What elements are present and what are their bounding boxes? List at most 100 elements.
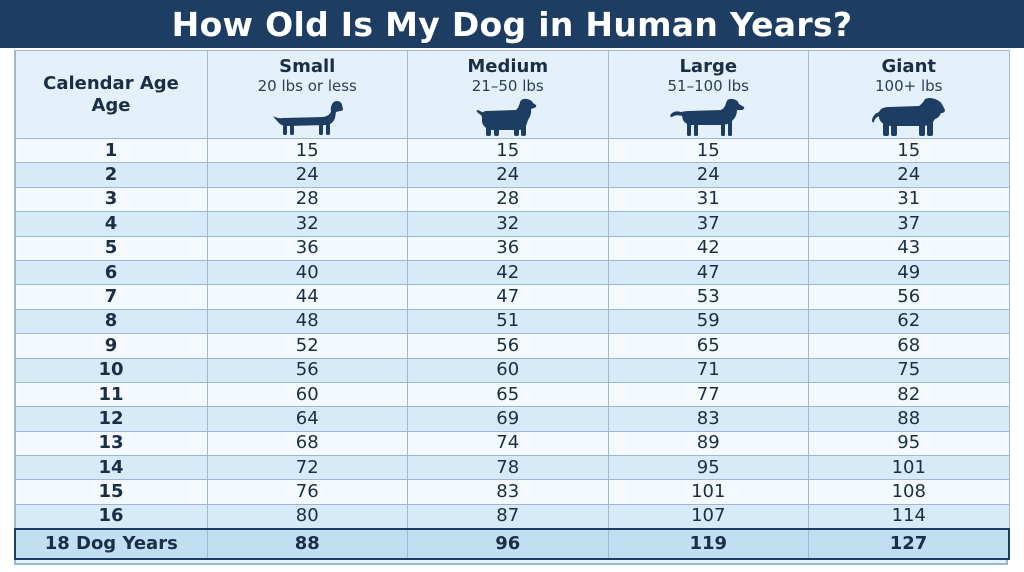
- human-years-small: 44: [206, 284, 408, 310]
- column-header-large: Large 51–100 lbs: [607, 50, 809, 139]
- column-weight-range: 51–100 lbs: [667, 77, 750, 95]
- human-years-medium: 78: [407, 455, 609, 481]
- age-cell: 3: [14, 186, 208, 213]
- human-years-giant: 24: [808, 162, 1010, 188]
- table-row: 16 80 87 107 114: [14, 503, 1010, 530]
- human-years-giant: 68: [808, 333, 1010, 359]
- human-years-small: 52: [206, 333, 408, 359]
- human-years-small: 32: [206, 211, 408, 237]
- human-years-large: 83: [607, 406, 809, 432]
- human-years-small: 56: [206, 357, 408, 383]
- human-years-medium: 60: [407, 357, 609, 383]
- human-years-medium: 87: [407, 503, 609, 530]
- human-years-giant: 31: [808, 186, 1010, 213]
- footer-value-medium: 96: [407, 527, 609, 560]
- table-row: 15 76 83 101 108: [14, 479, 1010, 505]
- human-years-giant: 88: [808, 406, 1010, 432]
- human-years-medium: 15: [407, 137, 609, 164]
- age-cell: 11: [14, 381, 208, 408]
- human-years-giant: 56: [808, 284, 1010, 310]
- age-cell: 5: [14, 235, 208, 261]
- human-years-medium: 56: [407, 333, 609, 359]
- human-years-giant: 37: [808, 211, 1010, 237]
- human-years-large: 65: [607, 333, 809, 359]
- age-cell: 15: [14, 479, 208, 505]
- header-row: Calendar Age Age Small 20 lbs or less: [14, 50, 1010, 139]
- human-years-medium: 51: [407, 308, 609, 335]
- column-title: Large: [679, 56, 738, 77]
- human-years-giant: 15: [808, 137, 1010, 164]
- table-row: 10 56 60 71 75: [14, 357, 1010, 383]
- footer-label: 18 Dog Years: [14, 527, 208, 560]
- human-years-large: 47: [607, 259, 809, 286]
- age-cell: 12: [14, 406, 208, 432]
- table-row: 13 68 74 89 95: [14, 430, 1010, 457]
- age-cell: 4: [14, 211, 208, 237]
- human-years-small: 80: [206, 503, 408, 530]
- mastiff-icon: [871, 98, 945, 136]
- table-row: 11 60 65 77 82: [14, 381, 1010, 408]
- age-cell: 7: [14, 284, 208, 310]
- column-header-medium: Medium 21–50 lbs: [407, 50, 609, 139]
- human-years-large: 89: [607, 430, 809, 457]
- human-years-small: 68: [206, 430, 408, 457]
- age-cell: 2: [14, 162, 208, 188]
- human-years-small: 24: [206, 162, 408, 188]
- column-header-giant: Giant 100+ lbs: [808, 50, 1010, 139]
- retriever-icon: [670, 98, 745, 136]
- human-years-medium: 69: [407, 406, 609, 432]
- table-row: 5 36 36 42 43: [14, 235, 1010, 261]
- table-row: 7 44 47 53 56: [14, 284, 1010, 310]
- human-years-medium: 74: [407, 430, 609, 457]
- age-cell: 9: [14, 333, 208, 359]
- human-years-large: 42: [607, 235, 809, 261]
- column-title: Giant: [881, 56, 936, 77]
- human-years-giant: 108: [808, 479, 1010, 505]
- human-years-large: 71: [607, 357, 809, 383]
- table-row: 9 52 56 65 68: [14, 333, 1010, 359]
- table-row: 3 28 28 31 31: [14, 186, 1010, 213]
- human-years-medium: 32: [407, 211, 609, 237]
- age-cell: 16: [14, 503, 208, 530]
- footer-value-small: 88: [206, 527, 408, 560]
- human-years-giant: 114: [808, 503, 1010, 530]
- age-cell: 10: [14, 357, 208, 383]
- human-years-medium: 36: [407, 235, 609, 261]
- human-years-medium: 47: [407, 284, 609, 310]
- spaniel-icon: [476, 98, 536, 136]
- human-years-small: 64: [206, 406, 408, 432]
- table-row: 8 48 51 59 62: [14, 308, 1010, 335]
- age-cell: 13: [14, 430, 208, 457]
- human-years-large: 37: [607, 211, 809, 237]
- human-years-medium: 24: [407, 162, 609, 188]
- table-row: 14 72 78 95 101: [14, 455, 1010, 481]
- row-header-cell: Calendar Age Age: [14, 50, 208, 139]
- human-years-large: 59: [607, 308, 809, 335]
- human-years-medium: 83: [407, 479, 609, 505]
- human-years-large: 107: [607, 503, 809, 530]
- table-row: 1 15 15 15 15: [14, 137, 1010, 164]
- human-years-small: 48: [206, 308, 408, 335]
- human-years-small: 72: [206, 455, 408, 481]
- age-cell: 1: [14, 137, 208, 164]
- human-years-medium: 42: [407, 259, 609, 286]
- human-years-giant: 95: [808, 430, 1010, 457]
- dog-age-table: Calendar Age Age Small 20 lbs or less: [14, 50, 1010, 560]
- human-years-small: 28: [206, 186, 408, 213]
- human-years-large: 24: [607, 162, 809, 188]
- table-row: 6 40 42 47 49: [14, 259, 1010, 286]
- row-header-label: Calendar Age Age: [43, 72, 179, 116]
- footer-value-large: 119: [607, 527, 809, 560]
- human-years-small: 76: [206, 479, 408, 505]
- table-body: 1 15 15 15 15 2 24 24 24 24 3 28 28 31 31 4 32 32 37 37 5 36 3…: [14, 137, 1010, 530]
- column-header-small: Small 20 lbs or less: [206, 50, 408, 139]
- human-years-medium: 28: [407, 186, 609, 213]
- table-row: 2 24 24 24 24: [14, 162, 1010, 188]
- human-years-large: 15: [607, 137, 809, 164]
- column-weight-range: 20 lbs or less: [257, 77, 357, 95]
- human-years-large: 101: [607, 479, 809, 505]
- human-years-giant: 101: [808, 455, 1010, 481]
- column-title: Medium: [467, 56, 549, 77]
- age-cell: 8: [14, 308, 208, 335]
- human-years-small: 40: [206, 259, 408, 286]
